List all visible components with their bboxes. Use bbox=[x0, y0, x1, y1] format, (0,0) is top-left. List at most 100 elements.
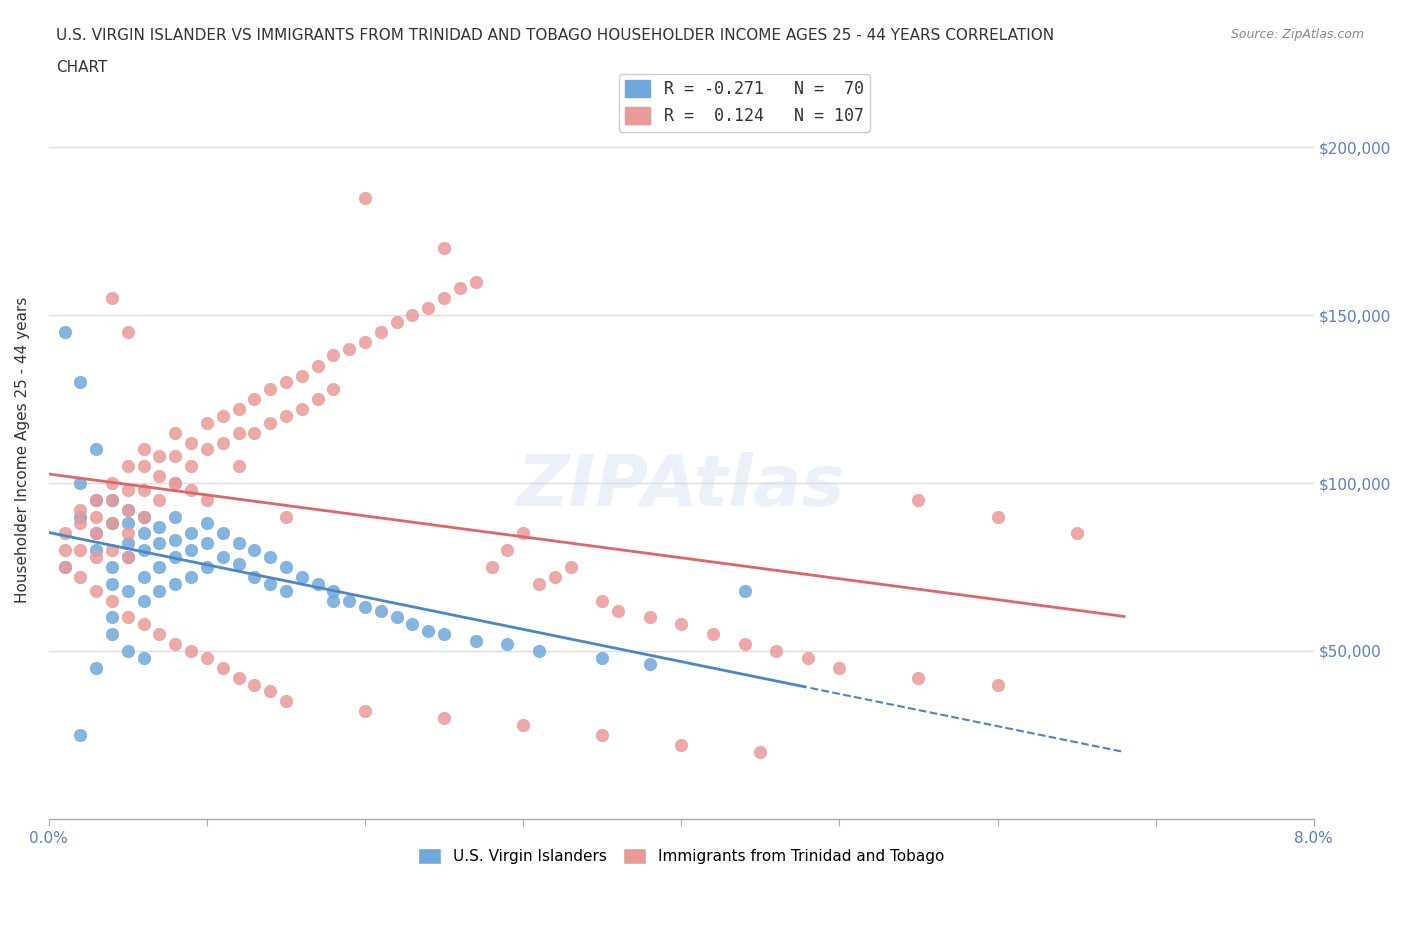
Point bbox=[132, 650, 155, 665]
Point bbox=[195, 536, 218, 551]
Point bbox=[195, 442, 218, 457]
Point bbox=[274, 510, 297, 525]
Point bbox=[418, 301, 440, 316]
Point bbox=[211, 660, 233, 675]
Y-axis label: Householder Income Ages 25 - 44 years: Householder Income Ages 25 - 44 years bbox=[15, 297, 30, 603]
Point bbox=[101, 627, 124, 642]
Point bbox=[243, 570, 266, 585]
Point bbox=[907, 492, 929, 507]
Point bbox=[702, 627, 724, 642]
Point bbox=[165, 475, 187, 490]
Point bbox=[337, 341, 360, 356]
Point bbox=[132, 442, 155, 457]
Point bbox=[132, 526, 155, 541]
Point bbox=[307, 392, 329, 406]
Point bbox=[243, 543, 266, 558]
Point bbox=[228, 536, 250, 551]
Point bbox=[101, 593, 124, 608]
Point bbox=[322, 381, 344, 396]
Point bbox=[69, 727, 91, 742]
Point bbox=[291, 570, 314, 585]
Point bbox=[401, 308, 423, 323]
Point bbox=[307, 577, 329, 591]
Point bbox=[84, 543, 107, 558]
Point bbox=[464, 274, 486, 289]
Text: U.S. VIRGIN ISLANDER VS IMMIGRANTS FROM TRINIDAD AND TOBAGO HOUSEHOLDER INCOME A: U.S. VIRGIN ISLANDER VS IMMIGRANTS FROM … bbox=[56, 28, 1054, 43]
Point bbox=[148, 519, 170, 534]
Point bbox=[228, 458, 250, 473]
Point bbox=[322, 348, 344, 363]
Point bbox=[228, 556, 250, 571]
Point bbox=[132, 458, 155, 473]
Point bbox=[84, 510, 107, 525]
Point bbox=[101, 492, 124, 507]
Point bbox=[401, 617, 423, 631]
Point bbox=[101, 543, 124, 558]
Text: ZIPAtlas: ZIPAtlas bbox=[517, 452, 845, 521]
Point bbox=[274, 694, 297, 709]
Point bbox=[101, 291, 124, 306]
Point bbox=[101, 577, 124, 591]
Point bbox=[433, 711, 456, 725]
Point bbox=[243, 392, 266, 406]
Point bbox=[101, 516, 124, 531]
Point bbox=[385, 314, 408, 329]
Point bbox=[734, 583, 756, 598]
Point bbox=[148, 627, 170, 642]
Point bbox=[243, 677, 266, 692]
Point bbox=[291, 402, 314, 417]
Point bbox=[464, 633, 486, 648]
Point bbox=[228, 671, 250, 685]
Point bbox=[117, 610, 139, 625]
Point bbox=[148, 536, 170, 551]
Point bbox=[180, 483, 202, 498]
Point bbox=[433, 241, 456, 256]
Point bbox=[481, 560, 503, 575]
Point bbox=[243, 425, 266, 440]
Point bbox=[907, 671, 929, 685]
Point bbox=[274, 583, 297, 598]
Point bbox=[84, 526, 107, 541]
Point bbox=[132, 510, 155, 525]
Point bbox=[69, 502, 91, 517]
Point bbox=[117, 550, 139, 565]
Point bbox=[84, 492, 107, 507]
Point bbox=[211, 408, 233, 423]
Point bbox=[84, 660, 107, 675]
Point bbox=[322, 583, 344, 598]
Point bbox=[69, 570, 91, 585]
Point bbox=[180, 526, 202, 541]
Point bbox=[195, 492, 218, 507]
Point bbox=[449, 281, 471, 296]
Point bbox=[69, 375, 91, 390]
Point bbox=[69, 475, 91, 490]
Text: CHART: CHART bbox=[56, 60, 108, 75]
Point bbox=[527, 577, 550, 591]
Point bbox=[101, 610, 124, 625]
Point bbox=[69, 516, 91, 531]
Point bbox=[512, 717, 534, 732]
Point bbox=[354, 704, 377, 719]
Point bbox=[274, 560, 297, 575]
Point bbox=[132, 593, 155, 608]
Point bbox=[322, 593, 344, 608]
Point bbox=[211, 550, 233, 565]
Point bbox=[274, 375, 297, 390]
Point bbox=[671, 617, 693, 631]
Point bbox=[117, 502, 139, 517]
Point bbox=[259, 577, 281, 591]
Point bbox=[180, 644, 202, 658]
Point bbox=[165, 475, 187, 490]
Point bbox=[117, 644, 139, 658]
Point bbox=[544, 570, 567, 585]
Point bbox=[165, 449, 187, 464]
Point bbox=[53, 560, 76, 575]
Point bbox=[101, 475, 124, 490]
Point bbox=[132, 570, 155, 585]
Point bbox=[180, 543, 202, 558]
Point bbox=[101, 492, 124, 507]
Point bbox=[828, 660, 851, 675]
Point bbox=[765, 644, 787, 658]
Point bbox=[165, 550, 187, 565]
Point bbox=[117, 516, 139, 531]
